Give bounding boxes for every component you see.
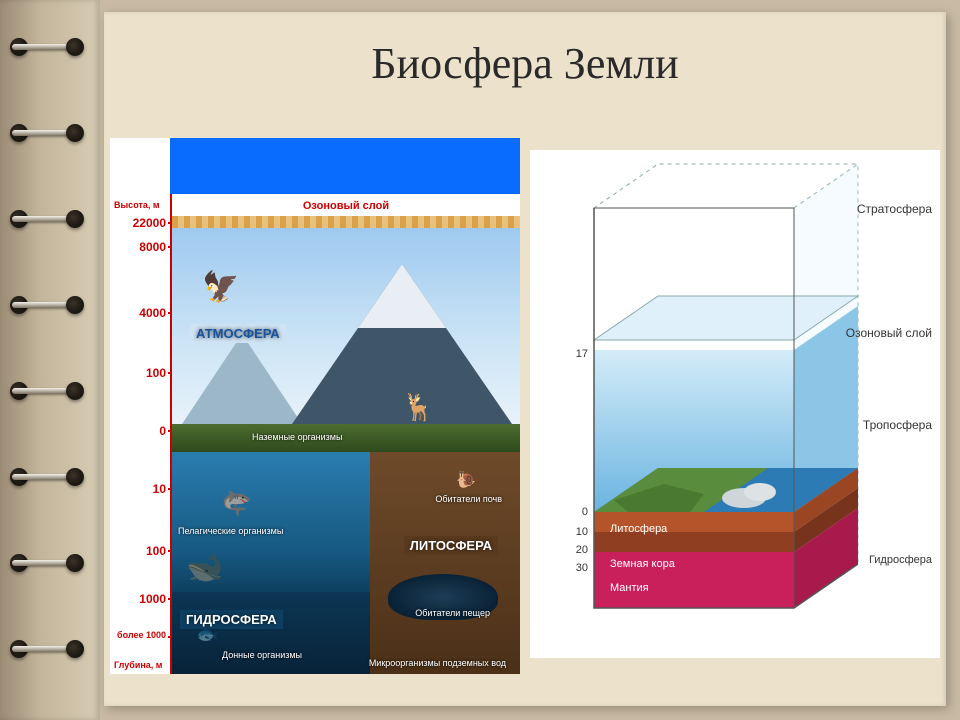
soil-organisms-label: Обитатели почв bbox=[435, 494, 502, 504]
binder-ring bbox=[12, 460, 82, 494]
binder-ring bbox=[12, 288, 82, 322]
benthic-organisms-label: Донные организмы bbox=[222, 650, 302, 660]
cave-organisms-label: Обитатели пещер bbox=[415, 608, 490, 618]
axis-tick: 8000 bbox=[116, 240, 166, 254]
axis-tick: 10 bbox=[116, 482, 166, 496]
axis-tick: 4000 bbox=[116, 306, 166, 320]
ozone-layer-band bbox=[172, 216, 520, 228]
axis-tick: 100 bbox=[116, 544, 166, 558]
cube-tick-20: 20 bbox=[560, 544, 588, 556]
vertical-axis: Высота, м 22000 8000 4000 100 0 10 100 1… bbox=[110, 138, 170, 674]
binder-ring bbox=[12, 632, 82, 666]
deer-icon: 🦌 bbox=[402, 392, 434, 423]
troposphere-label: Тропосфера bbox=[863, 418, 932, 432]
cube-tick-30: 30 bbox=[560, 562, 588, 574]
binder-ring bbox=[12, 202, 82, 236]
biosphere-column-diagram: Высота, м 22000 8000 4000 100 0 10 100 1… bbox=[110, 138, 520, 674]
stratosphere-label: Стратосфера bbox=[857, 202, 932, 216]
atmosphere-label: АТМОСФЕРА bbox=[190, 324, 286, 343]
lithosphere-cube-label: Литосфера bbox=[610, 523, 667, 535]
mountain-icon bbox=[182, 334, 302, 424]
ozone-layer-label: Озоновый слой bbox=[172, 200, 520, 212]
terrestrial-organisms-label: Наземные организмы bbox=[252, 432, 342, 442]
axis-tick: 0 bbox=[116, 424, 166, 438]
whale-icon: 🐋 bbox=[186, 550, 223, 585]
binder-ring bbox=[12, 546, 82, 580]
axis-tick: более 1000 bbox=[116, 630, 166, 640]
cube-tick-0: 0 bbox=[560, 506, 588, 518]
axis-tick: 1000 bbox=[116, 592, 166, 606]
binder-ring bbox=[12, 374, 82, 408]
slide-title: Биосфера Земли bbox=[104, 38, 946, 89]
mantle-label: Мантия bbox=[610, 582, 649, 594]
layers-cube-diagram: Стратосфера Озоновый слой Тропосфера Гид… bbox=[530, 150, 940, 658]
biosphere-scene: Озоновый слой 🦅 🦌 🦈 🐋 🐟 🐌 АТМОСФЕРА bbox=[170, 194, 520, 674]
notebook-binding bbox=[0, 0, 100, 720]
soil-cutaway bbox=[370, 452, 520, 674]
slide-paper: Биосфера Земли Высота, м 22000 8000 4000… bbox=[104, 12, 946, 706]
binder-ring bbox=[12, 116, 82, 150]
eagle-icon: 🦅 bbox=[202, 270, 239, 305]
subsurface-organisms-label: Микроорганизмы подземных вод bbox=[369, 658, 506, 668]
cube-tick-10: 10 bbox=[560, 526, 588, 538]
cube-tick-17: 17 bbox=[560, 348, 588, 360]
ozone-label: Озоновый слой bbox=[846, 326, 932, 340]
hydrosphere-label: ГИДРОСФЕРА bbox=[180, 610, 283, 629]
hydrosphere-cube-label: Гидросфера bbox=[869, 554, 932, 566]
axis-label-bottom: Глубина, м bbox=[114, 660, 162, 670]
binder-ring bbox=[12, 30, 82, 64]
shark-icon: 🦈 bbox=[222, 490, 252, 519]
axis-tick: 100 bbox=[116, 366, 166, 380]
pelagic-organisms-label: Пелагические организмы bbox=[178, 526, 283, 536]
ground-band bbox=[172, 424, 520, 452]
soil-organism-icon: 🐌 bbox=[456, 470, 476, 490]
axis-tick: 22000 bbox=[116, 216, 166, 230]
lithosphere-label: ЛИТОСФЕРА bbox=[404, 536, 498, 555]
blue-header-bar bbox=[150, 138, 520, 194]
axis-label-top: Высота, м bbox=[114, 200, 160, 210]
figures-row: Высота, м 22000 8000 4000 100 0 10 100 1… bbox=[110, 138, 940, 694]
crust-label: Земная кора bbox=[610, 558, 675, 570]
